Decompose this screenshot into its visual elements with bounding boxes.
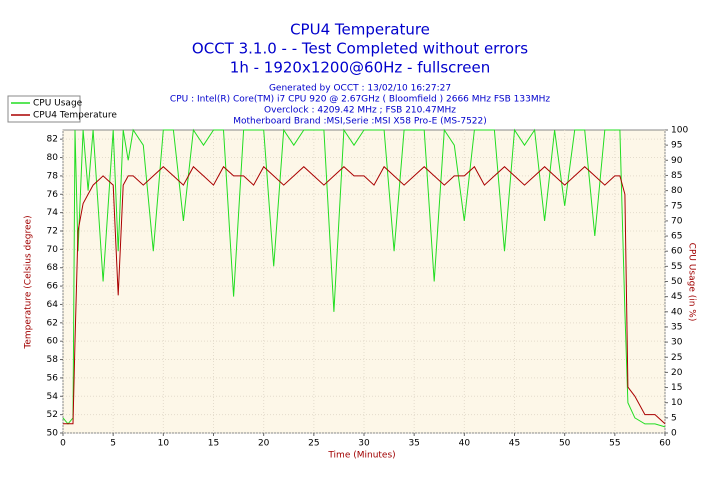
x-tick-label: 60 xyxy=(659,439,671,449)
subtitle: 1h - 1920x1200@60Hz - fullscreen xyxy=(230,59,490,77)
y-tick-label: 82 xyxy=(47,135,58,145)
y2-tick-label: 60 xyxy=(671,247,683,257)
y-tick-label: 50 xyxy=(47,429,59,439)
y2-tick-label: 40 xyxy=(671,307,683,317)
y-tick-label: 58 xyxy=(47,355,59,365)
y2-tick-label: 65 xyxy=(671,232,682,242)
y2-tick-label: 90 xyxy=(671,156,683,166)
chart-title: CPU4 Temperature xyxy=(290,21,430,39)
y-tick-label: 78 xyxy=(47,171,59,181)
legend-label: CPU4 Temperature xyxy=(33,111,117,121)
y-tick-label: 54 xyxy=(47,392,59,402)
y2-axis-label: CPU Usage (in %) xyxy=(687,243,697,322)
y2-tick-label: 30 xyxy=(671,338,683,348)
x-tick-label: 0 xyxy=(60,439,66,449)
y-tick-label: 68 xyxy=(47,263,59,273)
y-axis-label: Temperature (Celsius degree) xyxy=(24,215,34,349)
x-tick-label: 30 xyxy=(358,439,370,449)
info-line: Generated by OCCT : 13/02/10 16:27:27 xyxy=(269,84,451,94)
y2-tick-label: 50 xyxy=(671,277,683,287)
y2-tick-label: 80 xyxy=(671,186,683,196)
y2-tick-label: 25 xyxy=(671,353,682,363)
y-tick-label: 52 xyxy=(47,410,58,420)
x-tick-label: 15 xyxy=(208,439,219,449)
series-line xyxy=(62,128,666,428)
x-tick-label: 40 xyxy=(459,439,471,449)
y2-tick-label: 85 xyxy=(671,171,682,181)
y-tick-label: 70 xyxy=(47,245,59,255)
x-tick-label: 20 xyxy=(258,439,270,449)
info-line: Overclock : 4209.42 MHz ; FSB 210.47MHz xyxy=(264,106,456,116)
legend-box xyxy=(7,95,81,123)
legend-label: CPU Usage xyxy=(33,99,83,109)
y2-tick-label: 5 xyxy=(671,413,677,423)
y-tick-label: 56 xyxy=(47,373,59,383)
y-tick-label: 72 xyxy=(47,227,58,237)
y-tick-label: 76 xyxy=(47,190,59,200)
y2-tick-label: 100 xyxy=(671,126,688,136)
subtitle: OCCT 3.1.0 - - Test Completed without er… xyxy=(192,40,528,58)
y-tick-label: 66 xyxy=(47,282,59,292)
y2-tick-label: 20 xyxy=(671,368,683,378)
plot: 5052545658606264666870727476788082051015… xyxy=(47,126,689,449)
y-tick-label: 62 xyxy=(47,318,58,328)
legend: CPU Usage CPU4 Temperature xyxy=(7,95,117,123)
info-line: CPU : Intel(R) Core(TM) i7 CPU 920 @ 2.6… xyxy=(170,95,550,105)
y2-tick-label: 15 xyxy=(671,383,682,393)
x-tick-label: 25 xyxy=(308,439,319,449)
y2-tick-label: 35 xyxy=(671,322,682,332)
y-tick-label: 74 xyxy=(47,208,59,218)
y2-tick-label: 95 xyxy=(671,141,682,151)
x-tick-label: 50 xyxy=(559,439,571,449)
y-tick-label: 80 xyxy=(47,153,59,163)
x-tick-label: 10 xyxy=(158,439,170,449)
y2-tick-label: 0 xyxy=(671,429,677,439)
x-tick-label: 5 xyxy=(110,439,116,449)
y-tick-label: 60 xyxy=(47,337,59,347)
y2-tick-label: 55 xyxy=(671,262,682,272)
y2-tick-label: 75 xyxy=(671,201,682,211)
series-line xyxy=(63,165,666,425)
y2-tick-label: 45 xyxy=(671,292,682,302)
x-axis-label: Time (Minutes) xyxy=(327,451,395,461)
x-tick-label: 55 xyxy=(609,439,620,449)
y2-tick-label: 70 xyxy=(671,216,683,226)
y-tick-label: 64 xyxy=(47,300,59,310)
x-tick-label: 35 xyxy=(408,439,419,449)
y2-tick-label: 10 xyxy=(671,398,683,408)
info-line: Motherboard Brand :MSI,Serie :MSI X58 Pr… xyxy=(233,117,487,127)
x-tick-label: 45 xyxy=(509,439,520,449)
